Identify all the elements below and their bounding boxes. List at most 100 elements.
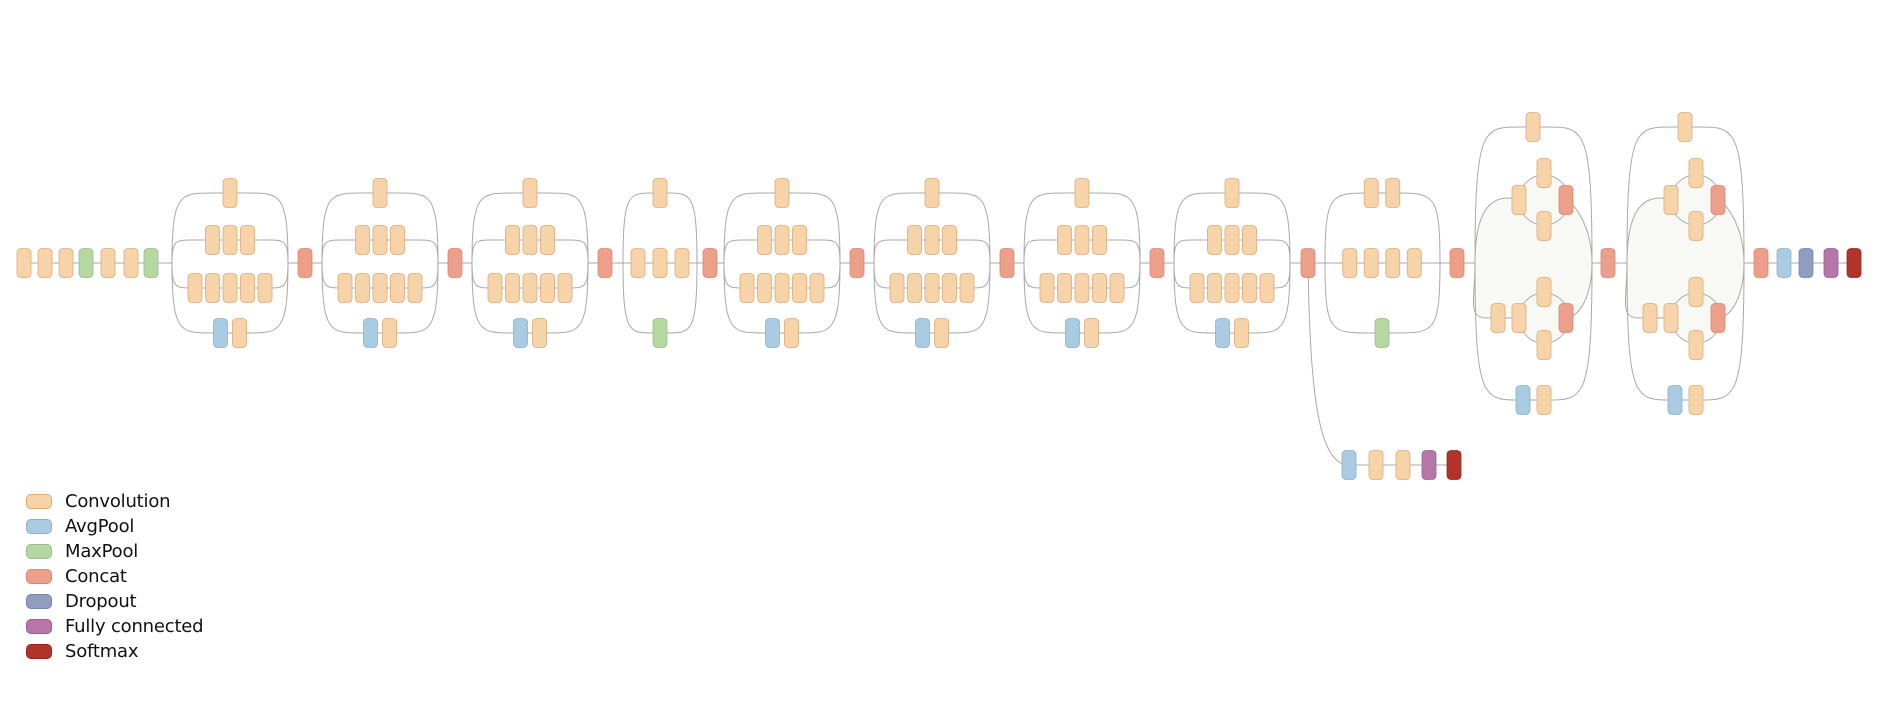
avgpool-node (1215, 318, 1230, 348)
convolution-node (1074, 178, 1090, 208)
convolution-node (407, 273, 423, 303)
convolution-node (240, 225, 255, 255)
convolution-node (58, 248, 74, 278)
concat-node (1149, 248, 1165, 278)
convolution-node (1342, 248, 1358, 278)
nodes (16, 112, 1862, 480)
fully-connected-node (1823, 248, 1839, 278)
legend-label: Softmax (65, 641, 139, 662)
convolution-node (16, 248, 32, 278)
convolution-node (1363, 178, 1379, 208)
convolution-node (1536, 211, 1552, 241)
convolution-node (1395, 450, 1411, 480)
convolution-node (1363, 248, 1379, 278)
convolution-node (1490, 303, 1506, 333)
legend-item-concat: Concat (26, 564, 203, 589)
softmax-node (1446, 450, 1462, 480)
convolution-node (1688, 158, 1704, 188)
fully-connected-node (1421, 450, 1437, 480)
convolution-node (372, 178, 388, 208)
convolution-node (1688, 277, 1704, 307)
convolution-node (1642, 303, 1658, 333)
convolution-node (1234, 318, 1249, 348)
convolution-node (1536, 158, 1552, 188)
legend-label: AvgPool (65, 516, 135, 537)
concat-node (1710, 185, 1726, 215)
convolution-swatch (26, 494, 52, 509)
legend-item-fully-connected: Fully connected (26, 614, 204, 639)
legend-item-dropout: Dropout (26, 589, 203, 614)
convolution-node (382, 318, 397, 348)
convolution-node (1084, 318, 1099, 348)
convolution-node (1074, 273, 1090, 303)
convolution-node (355, 225, 370, 255)
convolution-node (372, 225, 388, 255)
convolution-node (205, 273, 220, 303)
convolution-node (924, 225, 940, 255)
concat-node (1600, 248, 1616, 278)
convolution-node (784, 318, 799, 348)
avgpool-node (363, 318, 378, 348)
convolution-node (1511, 303, 1527, 333)
legend-label: Convolution (65, 491, 171, 512)
avgpool-node (213, 318, 228, 348)
convolution-node (1224, 225, 1240, 255)
avgpool-node (1065, 318, 1080, 348)
avgpool-node (765, 318, 780, 348)
convolution-node (1536, 330, 1552, 360)
convolution-node (1368, 450, 1384, 480)
convolution-node (222, 225, 238, 255)
avgpool-swatch (26, 519, 52, 534)
convolution-node (1385, 178, 1401, 208)
concat-node (1558, 303, 1574, 333)
concat-node (849, 248, 865, 278)
convolution-node (1677, 112, 1693, 142)
concat-node (1449, 248, 1465, 278)
avgpool-node (1341, 450, 1357, 480)
convolution-node (505, 225, 520, 255)
convolution-node (674, 248, 690, 278)
convolution-node (1092, 273, 1107, 303)
convolution-node (522, 178, 538, 208)
legend: Convolution AvgPool MaxPool Concat Dropo… (26, 489, 204, 664)
convolution-node (540, 225, 555, 255)
convolution-node (1259, 273, 1275, 303)
avgpool-node (1667, 385, 1683, 415)
fully-connected-swatch (26, 619, 52, 634)
convolution-node (1109, 273, 1125, 303)
edge (1324, 192, 1441, 264)
convolution-node (240, 273, 255, 303)
avgpool-node (1515, 385, 1531, 415)
convolution-node (1039, 273, 1055, 303)
convolution-node (942, 273, 957, 303)
convolution-node (1406, 248, 1422, 278)
convolution-node (1189, 273, 1205, 303)
legend-item-convolution: Convolution (26, 489, 203, 514)
convolution-node (1092, 225, 1107, 255)
convolution-node (1688, 211, 1704, 241)
convolution-node (540, 273, 555, 303)
convolution-node (1057, 273, 1072, 303)
convolution-node (1207, 225, 1222, 255)
legend-label: MaxPool (65, 541, 139, 562)
convolution-node (372, 273, 388, 303)
avgpool-node (915, 318, 930, 348)
convolution-node (774, 225, 790, 255)
softmax-swatch (26, 644, 52, 659)
convolution-node (505, 273, 520, 303)
concat-node (1710, 303, 1726, 333)
convolution-node (257, 273, 273, 303)
convolution-node (390, 273, 405, 303)
convolution-node (792, 225, 807, 255)
convolution-node (390, 225, 405, 255)
convolution-node (1074, 225, 1090, 255)
convolution-node (522, 273, 538, 303)
convolution-node (1057, 225, 1072, 255)
convolution-node (355, 273, 370, 303)
convolution-node (1224, 273, 1240, 303)
convolution-node (652, 178, 668, 208)
concat-node (999, 248, 1015, 278)
convolution-node (100, 248, 116, 278)
convolution-node (942, 225, 957, 255)
